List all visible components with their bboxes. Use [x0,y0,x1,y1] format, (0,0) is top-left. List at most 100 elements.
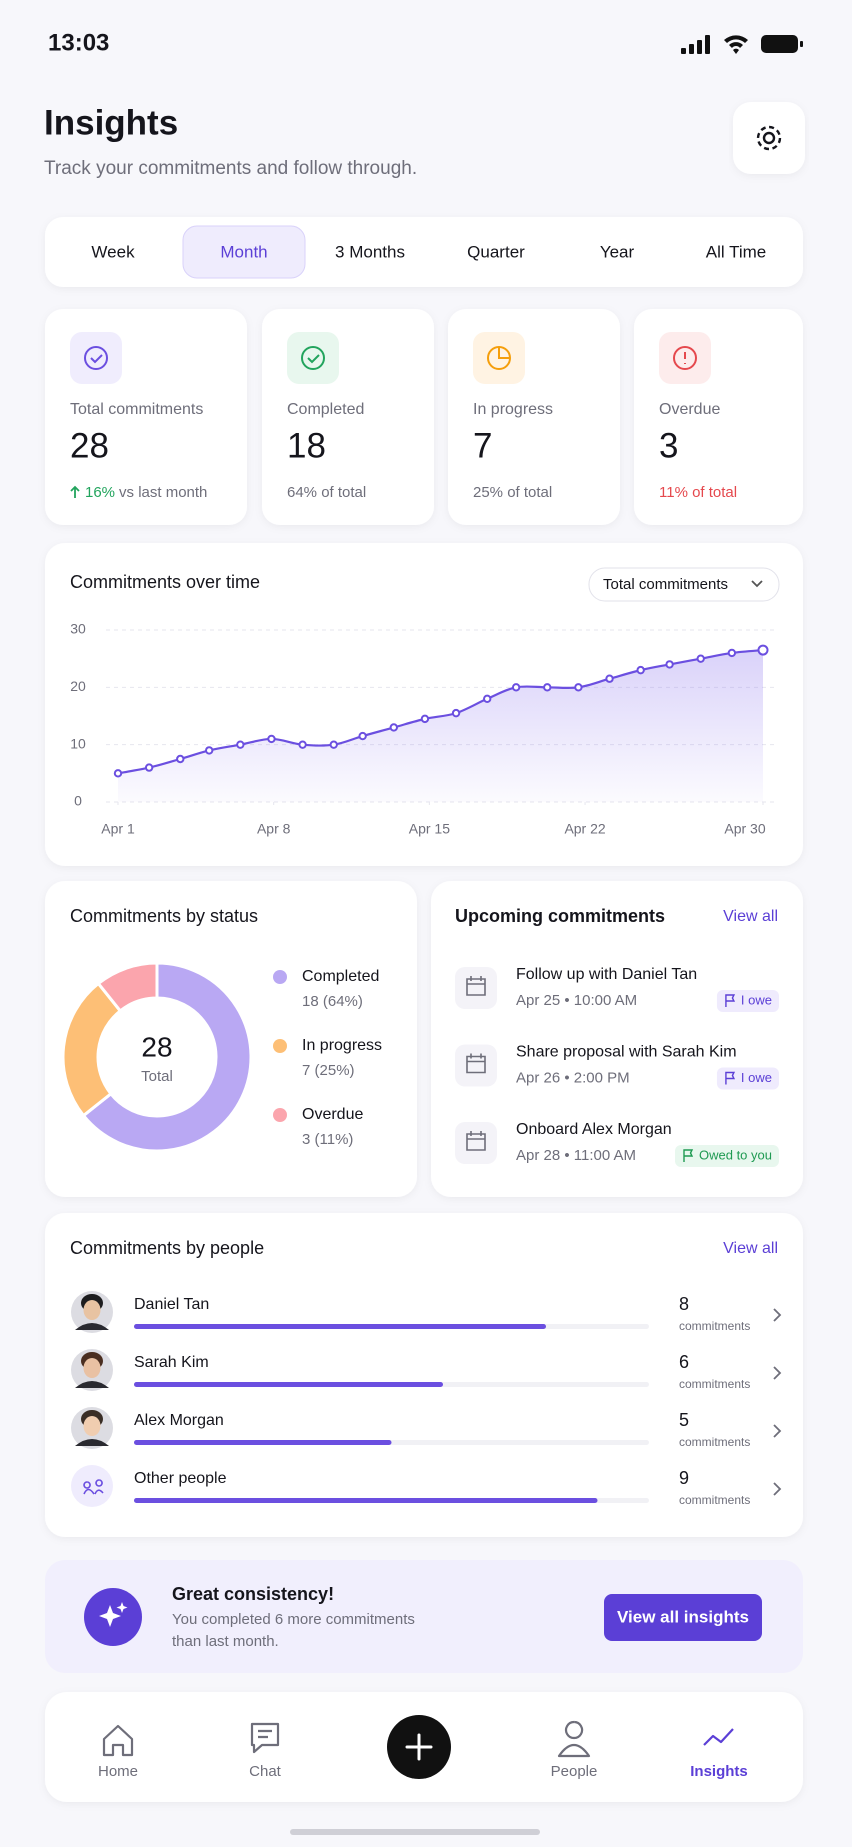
item-time: Apr 26 • 2:00 PM [516,1069,630,1086]
donut-total-label: Total [141,1068,173,1085]
stat-note: vs last month [119,484,207,501]
chevron[interactable] [773,1424,782,1438]
legend-label: In progress [302,1037,382,1054]
stat-icon-bg [70,332,122,384]
point [483,694,492,703]
point [298,740,307,749]
point [236,740,245,749]
avatar-face [83,1300,101,1320]
item-title: Onboard Alex Morgan [516,1121,672,1138]
stat-label: Completed [287,401,364,418]
group-icon [83,1479,104,1495]
tab[interactable]: Month [220,242,267,261]
person-count: 9 [679,1468,689,1488]
person-name: Other people [134,1470,227,1487]
upcoming-title: Upcoming commitments [455,906,665,926]
donut-total: 28 [141,1031,172,1062]
count-unit: commitments [679,1377,750,1391]
upcoming-view-all[interactable]: View all [723,908,778,925]
bar [134,1382,443,1387]
point [543,683,552,692]
point [389,723,398,732]
calendar-icon [466,1131,486,1151]
view-insights-button[interactable]: View all insights [604,1594,762,1641]
tabs-card [45,217,803,287]
person-count: 8 [679,1294,689,1314]
stat-value: 28 [70,426,109,465]
y-tick-label: 20 [70,678,86,694]
nav-icon[interactable] [250,1722,280,1754]
nav-label[interactable]: People [551,1763,598,1780]
x-tick-label: Apr 8 [257,821,291,837]
tag-label: Owed to you [699,1147,772,1162]
calendar-icon-bg [455,1122,497,1164]
person-count: 6 [679,1352,689,1372]
y-tick-label: 30 [70,621,86,637]
count-unit: commitments [679,1319,750,1333]
stat-label: Overdue [659,401,720,418]
avatar-group [71,1465,113,1507]
nav-label[interactable]: Insights [690,1763,748,1780]
tab[interactable]: Quarter [467,242,525,261]
tag-label: I owe [741,992,772,1007]
point [176,754,185,764]
icon-ring [301,346,325,370]
point [727,648,737,658]
point [665,660,674,669]
status-icons [681,35,803,54]
nav-label[interactable]: Home [98,1763,138,1780]
calendar-icon-bg [455,967,497,1009]
chevron[interactable] [773,1308,782,1322]
avatar-body [75,1439,109,1446]
legend-dot [273,970,287,984]
tab[interactable]: All Time [706,242,766,261]
people-view-all[interactable]: View all [723,1240,778,1257]
nav-icon[interactable] [557,1720,591,1758]
button-label: View all insights [617,1607,749,1626]
status-time: 13:03 [48,29,109,56]
stat-icon [84,346,108,370]
bar [134,1498,598,1503]
chevron[interactable] [773,1366,782,1380]
banner-text: You completed 6 more commitments [172,1611,415,1628]
banner-title: Great consistency! [172,1584,334,1604]
y-tick-label: 0 [74,793,82,809]
people-title: Commitments by people [70,1238,264,1258]
person-name: Daniel Tan [134,1296,209,1313]
settings-button[interactable] [733,102,805,174]
icon-pie [498,347,510,359]
tab[interactable]: Year [600,242,635,261]
nav-icon[interactable] [703,1728,734,1746]
page-subtitle: Track your commitments and follow throug… [44,158,417,179]
flag-icon [683,1149,694,1162]
stat-value: 18 [287,426,326,465]
legend-label: Overdue [302,1106,363,1123]
active-tab [182,225,306,279]
person-count: 5 [679,1410,689,1430]
tab[interactable]: Week [91,242,135,261]
icon-check [90,354,103,364]
tag [675,1145,779,1167]
x-tick-label: Apr 22 [564,821,605,837]
line [117,648,764,775]
metric-dropdown[interactable]: Total commitments [588,567,780,602]
y-tick-label: 10 [70,735,86,751]
legend-dot [273,1039,287,1053]
status-title: Commitments by status [70,906,258,926]
item-title: Share proposal with Sarah Kim [516,1044,737,1061]
stat-note: 64% of total [287,484,366,501]
item-time: Apr 25 • 10:00 AM [516,992,637,1009]
chevron[interactable] [773,1482,782,1496]
page-title: Insights [44,103,178,142]
tab[interactable]: 3 Months [335,242,405,261]
up-arrow [70,485,80,498]
nav-icon[interactable] [102,1724,134,1757]
stat-note: 11% of total [659,484,737,501]
calendar-icon-bg [455,1044,497,1087]
add-button[interactable] [387,1715,451,1779]
banner [45,1560,803,1673]
nav-label[interactable]: Chat [249,1763,282,1780]
person-name: Sarah Kim [134,1354,209,1371]
count-unit: commitments [679,1435,750,1449]
